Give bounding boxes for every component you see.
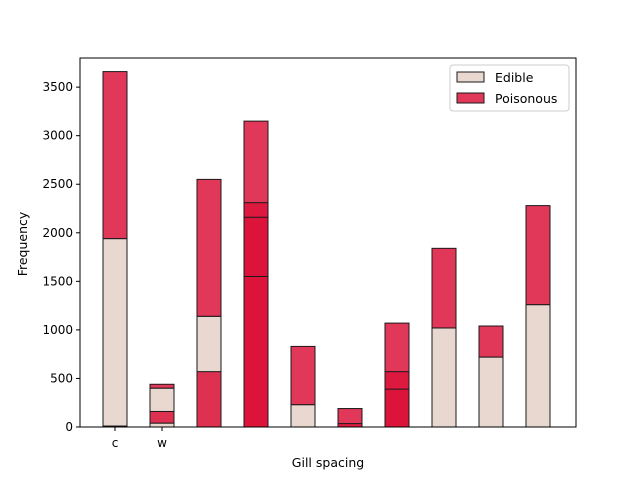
- x-tick-label: c: [112, 436, 119, 450]
- y-tick-label: 3000: [42, 129, 73, 143]
- y-tick-label: 1000: [42, 323, 73, 337]
- poisonous-bar: [384, 388, 410, 428]
- poisonous-bar: [525, 205, 551, 306]
- plot-frame: [79, 57, 577, 428]
- edible-bar: [431, 327, 457, 428]
- poisonous-bar: [243, 275, 269, 428]
- poisonous-bar: [149, 383, 175, 389]
- poisonous-bar: [478, 325, 504, 358]
- legend-label: Edible: [495, 70, 534, 85]
- legend: Edible Poisonous: [449, 64, 570, 112]
- y-tick-label: 2500: [42, 177, 73, 191]
- edible-bar: [290, 404, 316, 428]
- poisonous-bar: [431, 247, 457, 329]
- poisonous-bar: [149, 410, 175, 424]
- y-axis-label: Frequency: [15, 211, 30, 276]
- poisonous-bar: [337, 423, 363, 428]
- y-tick-label: 2000: [42, 226, 73, 240]
- axes-layer: 0 500 1000 1500 2000 2500 3000 3500 c w: [42, 57, 577, 450]
- edible-bar: [478, 356, 504, 428]
- edible-bar: [102, 238, 128, 428]
- legend-swatch-edible: [456, 71, 485, 83]
- edible-bar: [525, 304, 551, 428]
- x-tick-label: w: [157, 436, 167, 450]
- bars-layer: [102, 71, 551, 428]
- y-tick-label: 500: [50, 371, 73, 385]
- legend-swatch-poisonous: [456, 92, 485, 104]
- y-tick-label: 1500: [42, 274, 73, 288]
- y-tick-label: 0: [65, 420, 73, 434]
- edible-bar: [149, 422, 175, 428]
- legend-label: Poisonous: [495, 91, 557, 106]
- poisonous-bar: [102, 71, 128, 240]
- poisonous-bar: [196, 371, 222, 428]
- poisonous-bar: [196, 178, 222, 317]
- y-tick-label: 3500: [42, 80, 73, 94]
- poisonous-bar: [290, 345, 316, 406]
- x-axis-label: Gill spacing: [292, 455, 364, 470]
